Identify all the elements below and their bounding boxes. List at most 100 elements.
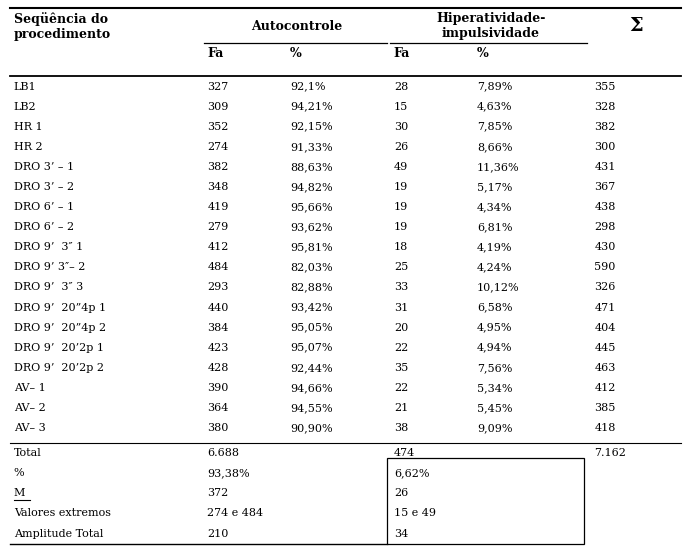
Text: DRO 3’ – 1: DRO 3’ – 1 <box>14 162 74 172</box>
Text: 95,81%: 95,81% <box>290 242 333 252</box>
Text: 28: 28 <box>394 81 408 92</box>
Text: 309: 309 <box>207 102 229 111</box>
Text: Autocontrole: Autocontrole <box>252 20 343 33</box>
Text: 328: 328 <box>594 102 616 111</box>
Text: LB2: LB2 <box>14 102 37 111</box>
Text: 6,81%: 6,81% <box>477 222 512 232</box>
Text: Σ: Σ <box>629 17 643 35</box>
Text: 7,56%: 7,56% <box>477 363 512 373</box>
Text: DRO 9’  3″ 3: DRO 9’ 3″ 3 <box>14 282 83 293</box>
Text: 300: 300 <box>594 142 616 152</box>
Text: 10,12%: 10,12% <box>477 282 520 293</box>
Text: 404: 404 <box>594 323 616 333</box>
Text: 274: 274 <box>207 142 229 152</box>
Text: 7,85%: 7,85% <box>477 122 512 132</box>
Text: 93,62%: 93,62% <box>290 222 333 232</box>
Text: 428: 428 <box>207 363 229 373</box>
Text: 423: 423 <box>207 343 229 353</box>
Text: 484: 484 <box>207 262 229 272</box>
Text: 93,38%: 93,38% <box>207 468 250 478</box>
Text: 38: 38 <box>394 423 408 433</box>
Text: Total: Total <box>14 448 41 458</box>
Text: 326: 326 <box>594 282 616 293</box>
Text: 4,34%: 4,34% <box>477 202 512 212</box>
Text: 279: 279 <box>207 222 229 232</box>
Text: 82,03%: 82,03% <box>290 262 333 272</box>
Text: DRO 9’  20’2p 1: DRO 9’ 20’2p 1 <box>14 343 104 353</box>
Text: DRO 6’ – 1: DRO 6’ – 1 <box>14 202 74 212</box>
Text: 18: 18 <box>394 242 408 252</box>
Text: Hiperatividade-
impulsividade: Hiperatividade- impulsividade <box>436 12 545 40</box>
Text: HR 2: HR 2 <box>14 142 42 152</box>
Text: AV– 1: AV– 1 <box>14 383 46 393</box>
Text: 5,17%: 5,17% <box>477 182 512 192</box>
Text: 93,42%: 93,42% <box>290 302 333 312</box>
Text: 352: 352 <box>207 122 229 132</box>
Text: 390: 390 <box>207 383 229 393</box>
Text: 440: 440 <box>207 302 229 312</box>
Text: DRO 9’ 3″– 2: DRO 9’ 3″– 2 <box>14 262 85 272</box>
Text: 49: 49 <box>394 162 408 172</box>
Text: 91,33%: 91,33% <box>290 142 333 152</box>
Text: %: % <box>477 47 489 60</box>
Text: DRO 9’  20”4p 2: DRO 9’ 20”4p 2 <box>14 323 106 333</box>
Text: DRO 3’ – 2: DRO 3’ – 2 <box>14 182 74 192</box>
Text: 298: 298 <box>594 222 616 232</box>
Text: 94,66%: 94,66% <box>290 383 333 393</box>
Text: 22: 22 <box>394 383 408 393</box>
Text: 6,62%: 6,62% <box>394 468 429 478</box>
Text: 372: 372 <box>207 488 229 498</box>
Text: 88,63%: 88,63% <box>290 162 333 172</box>
Text: 382: 382 <box>594 122 616 132</box>
Text: 4,63%: 4,63% <box>477 102 512 111</box>
Text: 94,55%: 94,55% <box>290 403 333 413</box>
Text: DRO 6’ – 2: DRO 6’ – 2 <box>14 222 74 232</box>
Text: 4,24%: 4,24% <box>477 262 512 272</box>
Text: 6.688: 6.688 <box>207 448 239 458</box>
Text: 5,34%: 5,34% <box>477 383 512 393</box>
Text: 364: 364 <box>207 403 229 413</box>
Text: 19: 19 <box>394 222 408 232</box>
Text: Amplitude Total: Amplitude Total <box>14 529 103 538</box>
Text: 15: 15 <box>394 102 408 111</box>
Text: 92,1%: 92,1% <box>290 81 325 92</box>
Text: 438: 438 <box>594 202 616 212</box>
Text: 412: 412 <box>207 242 229 252</box>
Text: 474: 474 <box>394 448 415 458</box>
Text: 327: 327 <box>207 81 229 92</box>
Text: 293: 293 <box>207 282 229 293</box>
Text: 590: 590 <box>594 262 616 272</box>
Text: 31: 31 <box>394 302 408 312</box>
Text: 19: 19 <box>394 182 408 192</box>
Text: 34: 34 <box>394 529 408 538</box>
Text: 5,45%: 5,45% <box>477 403 512 413</box>
Text: 21: 21 <box>394 403 408 413</box>
Text: 348: 348 <box>207 182 229 192</box>
Text: 95,05%: 95,05% <box>290 323 333 333</box>
Text: 7.162: 7.162 <box>594 448 626 458</box>
Text: 380: 380 <box>207 423 229 433</box>
Text: 90,90%: 90,90% <box>290 423 333 433</box>
Text: 8,66%: 8,66% <box>477 142 512 152</box>
Text: LB1: LB1 <box>14 81 37 92</box>
Text: 35: 35 <box>394 363 408 373</box>
Text: AV– 2: AV– 2 <box>14 403 46 413</box>
Text: 20: 20 <box>394 323 408 333</box>
Text: DRO 9’  20’2p 2: DRO 9’ 20’2p 2 <box>14 363 104 373</box>
Text: %: % <box>290 47 302 60</box>
Text: 4,19%: 4,19% <box>477 242 512 252</box>
Text: 445: 445 <box>594 343 616 353</box>
Text: 367: 367 <box>594 182 616 192</box>
Text: 355: 355 <box>594 81 616 92</box>
Text: 92,15%: 92,15% <box>290 122 333 132</box>
Text: 4,95%: 4,95% <box>477 323 512 333</box>
Text: 7,89%: 7,89% <box>477 81 512 92</box>
Text: 95,07%: 95,07% <box>290 343 333 353</box>
Text: 25: 25 <box>394 262 408 272</box>
Text: Fa: Fa <box>207 47 224 60</box>
Text: 26: 26 <box>394 142 408 152</box>
Text: M: M <box>14 488 25 498</box>
Text: 26: 26 <box>394 488 408 498</box>
Text: 92,44%: 92,44% <box>290 363 333 373</box>
Text: 30: 30 <box>394 122 408 132</box>
